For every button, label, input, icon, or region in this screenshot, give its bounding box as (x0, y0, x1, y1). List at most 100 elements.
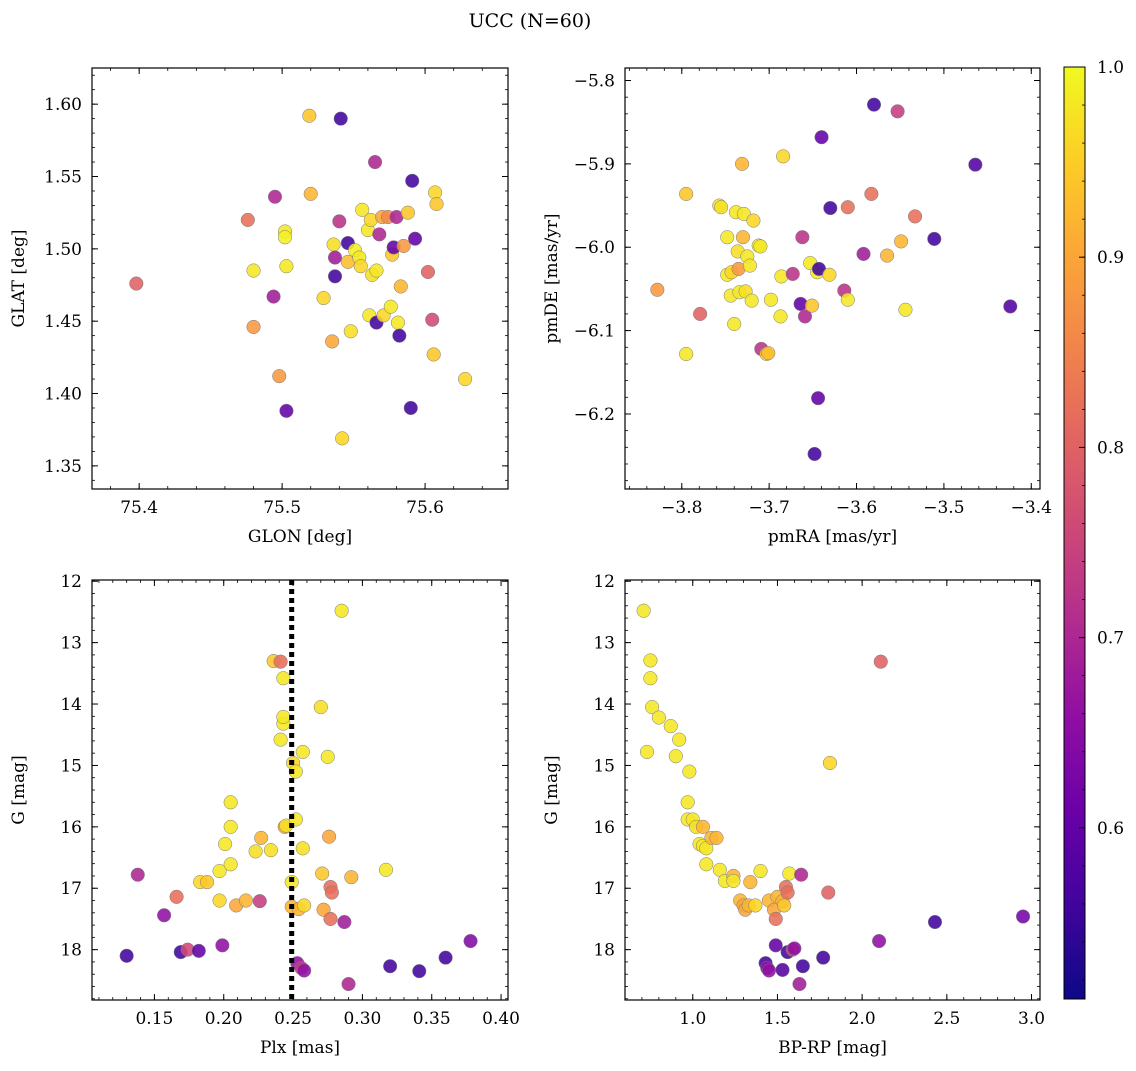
data-point (334, 603, 349, 618)
data-point (288, 764, 303, 779)
data-point (908, 209, 923, 224)
data-point (279, 259, 294, 274)
data-point (773, 309, 788, 324)
data-point (682, 764, 697, 779)
data-point (295, 841, 310, 856)
data-point (804, 298, 820, 313)
data-point (238, 893, 253, 908)
data-point (267, 189, 283, 204)
x-axis-label: pmRA [mas/yr] (768, 527, 897, 547)
scatter-points (119, 603, 478, 992)
data-point (169, 889, 184, 904)
data-point (822, 267, 837, 282)
data-point (727, 316, 742, 331)
data-point (353, 259, 368, 274)
x-tick-label: 0.20 (205, 1009, 243, 1029)
data-point (761, 346, 776, 361)
data-point (372, 227, 387, 242)
figure-title: UCC (N=60) (469, 10, 592, 32)
data-point (639, 744, 655, 759)
data-point (735, 230, 750, 245)
x-axis-label: Plx [mas] (260, 1038, 340, 1058)
y-axis-label: G [mag] (9, 755, 29, 824)
data-point (368, 154, 383, 170)
y-tick-label: 17 (60, 879, 82, 899)
data-point (223, 819, 238, 834)
data-point (709, 830, 724, 845)
data-point (130, 867, 145, 882)
data-point (212, 864, 227, 879)
colorbar-tick-label: 0.9 (1097, 248, 1124, 268)
data-point (324, 885, 339, 900)
data-point (337, 914, 352, 930)
data-point (426, 347, 441, 362)
data-point (1016, 909, 1031, 924)
data-point (295, 744, 310, 759)
data-point (272, 369, 287, 384)
data-point (212, 893, 227, 908)
panel-plx-g: 0.15 0.20 0.25 0.30 0.35 0.40 12 13 14 15 16 17 18 Pl… (9, 572, 520, 1058)
data-point (279, 403, 294, 418)
data-point (873, 654, 888, 669)
data-point (343, 324, 358, 339)
y-tick-label: 1.50 (44, 240, 82, 260)
data-point (645, 700, 660, 715)
data-point (383, 299, 398, 314)
panel-glon-glat: 75.4 75.5 75.6 1.35 1.40 1.45 1.50 1.55 1.60 GLON… (9, 67, 509, 547)
data-point (273, 654, 288, 669)
x-axis-label: GLON [deg] (248, 527, 352, 547)
data-point (775, 962, 790, 977)
data-point (218, 836, 233, 852)
data-point (679, 346, 694, 361)
data-point (458, 371, 473, 387)
data-point (313, 700, 328, 715)
data-point (378, 862, 394, 877)
x-tick-label: 75.6 (406, 498, 444, 518)
data-point (438, 950, 453, 965)
x-tick-label: 0.25 (274, 1009, 312, 1029)
data-point (302, 108, 317, 123)
data-point (679, 186, 694, 201)
data-point (753, 239, 768, 254)
data-point (821, 885, 836, 900)
data-point (392, 328, 407, 343)
data-point (320, 749, 335, 764)
data-point (668, 749, 683, 764)
data-point (355, 202, 370, 217)
data-point (643, 653, 658, 668)
data-point (157, 908, 172, 923)
data-point (1003, 299, 1018, 314)
data-point (316, 290, 331, 306)
data-point (403, 400, 418, 416)
y-tick-label: 13 (593, 634, 615, 654)
data-point (643, 671, 658, 686)
data-point (866, 97, 882, 112)
data-point (650, 282, 665, 297)
data-point (246, 319, 261, 335)
data-point (335, 431, 350, 446)
data-point (720, 230, 735, 245)
colorbar: 0.6 0.7 0.8 0.9 1.0 (1063, 58, 1124, 1000)
y-tick-label: 17 (593, 879, 615, 899)
data-point (856, 246, 871, 261)
data-point (780, 885, 795, 900)
data-point (894, 234, 909, 249)
data-point (408, 231, 423, 246)
data-point (782, 866, 797, 881)
data-point (254, 830, 269, 845)
y-tick-label: 1.40 (44, 385, 82, 405)
y-tick-label: 13 (60, 634, 82, 654)
data-point (735, 156, 750, 171)
data-point (129, 276, 144, 291)
data-point (814, 130, 829, 145)
data-point (246, 263, 261, 278)
data-point (763, 292, 778, 307)
plot-frame (91, 579, 509, 1001)
y-tick-label: 16 (60, 818, 82, 838)
y-tick-label: 15 (593, 756, 615, 776)
x-tick-label: −3.4 (1011, 498, 1052, 518)
data-point (390, 315, 405, 330)
y-axis-label: G [mag] (542, 755, 562, 824)
